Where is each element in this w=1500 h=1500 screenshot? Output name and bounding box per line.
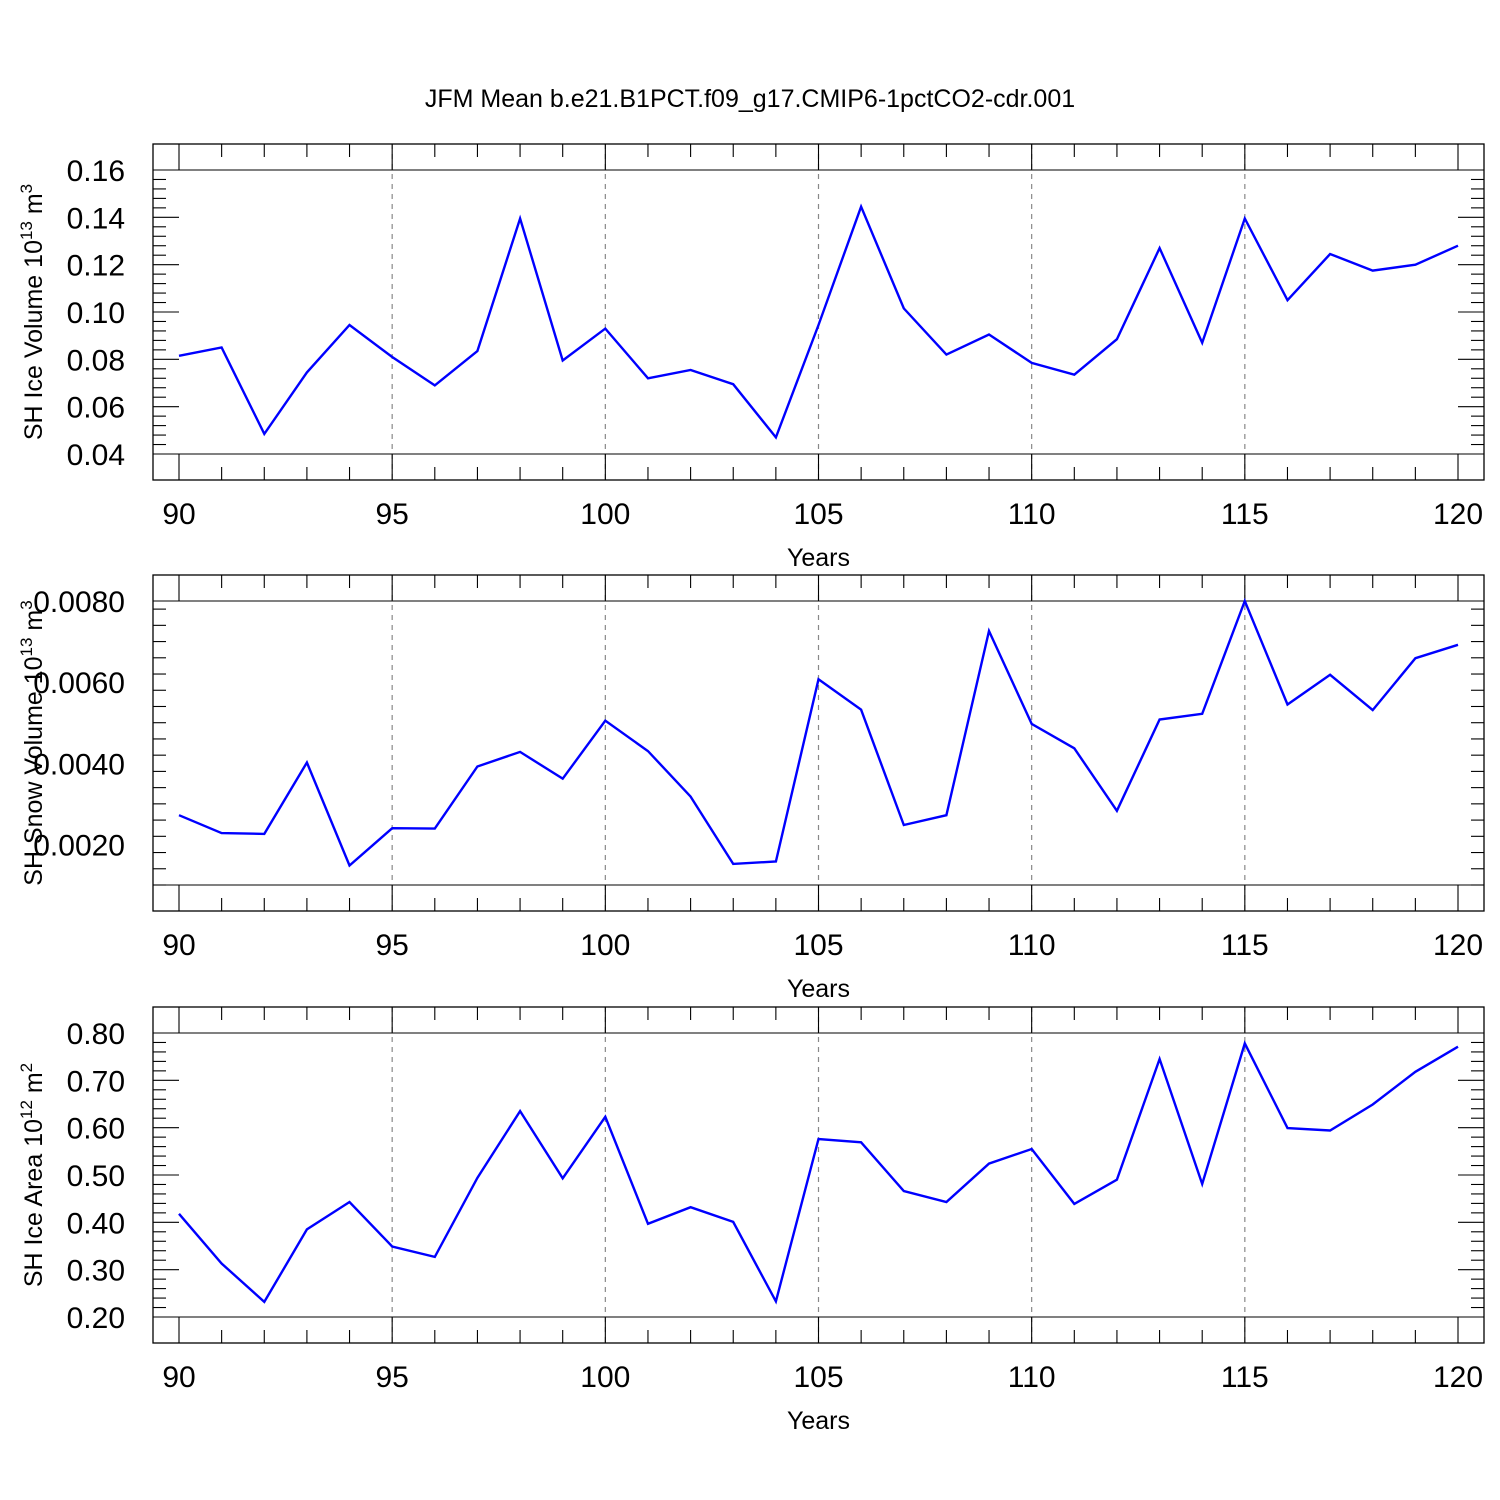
chart-title: JFM Mean b.e21.B1PCT.f09_g17.CMIP6-1pctC… xyxy=(425,85,1075,113)
panel-2: 90 95 100 105 110 115 120 Years 0.0020 0.0040 0.00… xyxy=(17,574,1485,1003)
y-tick-label: 0.0040 xyxy=(33,748,125,781)
x-tick-label: 100 xyxy=(580,1361,630,1394)
x-axis-title: Years xyxy=(787,544,850,572)
x-tick-label: 100 xyxy=(580,498,630,531)
y-tick-label: 0.14 xyxy=(67,202,125,235)
x-tick-label: 120 xyxy=(1433,498,1483,531)
y-tick-label: 0.20 xyxy=(67,1302,125,1335)
x-tick-label: 105 xyxy=(793,1361,843,1394)
x-tick-label: 105 xyxy=(793,929,843,962)
y-tick-label: 0.0080 xyxy=(33,586,125,619)
x-tick-label: 100 xyxy=(580,929,630,962)
x-tick-label: 120 xyxy=(1433,1361,1483,1394)
x-tick-label: 110 xyxy=(1008,929,1056,962)
x-tick-label: 115 xyxy=(1221,498,1269,531)
y-tick-label: 0.80 xyxy=(67,1018,125,1051)
x-tick-label: 120 xyxy=(1433,929,1483,962)
x-tick-label: 115 xyxy=(1221,1361,1269,1394)
y-tick-label: 0.04 xyxy=(67,439,125,472)
y-tick-label: 0.08 xyxy=(67,344,125,377)
series-line-panel-1 xyxy=(178,203,1459,440)
series-line-panel-3 xyxy=(178,1040,1459,1305)
y-tick-label: 0.0060 xyxy=(33,667,125,700)
x-tick-label: 90 xyxy=(162,1361,195,1394)
y-tick-label: 0.40 xyxy=(67,1207,125,1240)
y-tick-label: 0.50 xyxy=(67,1160,125,1193)
x-tick-label: 115 xyxy=(1221,929,1269,962)
y-tick-label: 0.12 xyxy=(67,250,125,283)
y-axis-title: SH Ice Volume 1013 m3 xyxy=(17,184,48,440)
panel-3: 90 95 100 105 110 115 120 Years 0.20 0.30 0.40 0.50… xyxy=(17,1006,1485,1435)
y-tick-label: 0.70 xyxy=(67,1065,125,1098)
panel-1: 90 95 100 105 110 115 120 Years 0.04 0.06 0.08 0.10… xyxy=(17,143,1485,572)
y-tick-label: 0.10 xyxy=(67,297,125,330)
y-tick-label: 0.16 xyxy=(67,155,125,188)
y-tick-label: 0.60 xyxy=(67,1113,125,1146)
x-tick-label: 90 xyxy=(162,498,195,531)
x-tick-label: 95 xyxy=(375,498,408,531)
x-tick-label: 110 xyxy=(1008,1361,1056,1394)
x-tick-label: 90 xyxy=(162,929,195,962)
y-axis-title: SH Ice Area 1012 m2 xyxy=(17,1063,48,1287)
x-tick-label: 95 xyxy=(375,1361,408,1394)
x-tick-label: 105 xyxy=(793,498,843,531)
x-tick-label: 95 xyxy=(375,929,408,962)
x-axis-title: Years xyxy=(787,1407,850,1435)
y-tick-label: 0.30 xyxy=(67,1255,125,1288)
x-tick-label: 110 xyxy=(1008,498,1056,531)
y-tick-label: 0.06 xyxy=(67,392,125,425)
y-axis-title: SH Snow Volume 1013 m3 xyxy=(17,600,48,885)
x-axis-title: Years xyxy=(787,975,850,1003)
y-tick-label: 0.0020 xyxy=(33,829,125,862)
chart-panels: 90 95 100 105 110 115 120 Years 0.04 0.06 0.08 0.10… xyxy=(17,143,1485,1435)
series-line-panel-2 xyxy=(178,597,1459,868)
